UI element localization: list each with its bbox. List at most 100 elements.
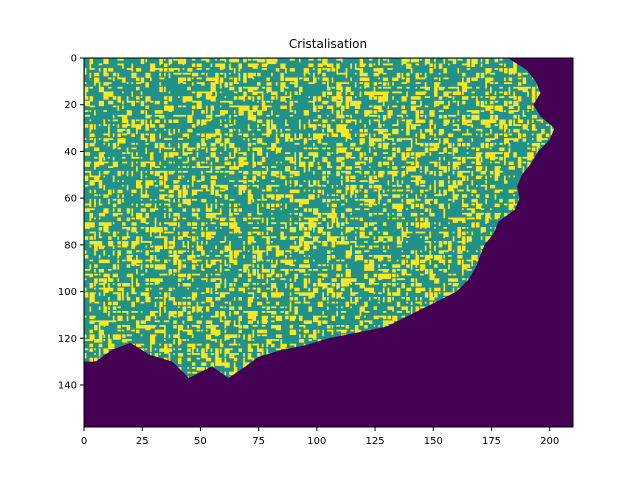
heatmap-grain	[415, 161, 419, 167]
heatmap-grain	[452, 217, 458, 223]
heatmap-grain	[387, 110, 393, 116]
heatmap-grain	[378, 184, 382, 191]
heatmap-grain	[103, 212, 106, 217]
heatmap-grain	[150, 264, 154, 268]
heatmap-grain	[89, 68, 95, 70]
heatmap-grain	[345, 269, 351, 275]
heatmap-grain	[401, 77, 405, 80]
heatmap-grain	[173, 236, 175, 242]
heatmap-grain	[303, 334, 306, 338]
heatmap-grain	[341, 311, 347, 313]
heatmap-grain	[331, 203, 337, 208]
heatmap-grain	[308, 278, 311, 284]
heatmap-grain	[303, 297, 306, 303]
heatmap-grain	[499, 58, 503, 61]
heatmap-grain	[392, 152, 396, 158]
heatmap-grain	[257, 124, 259, 128]
heatmap-grain	[341, 142, 343, 147]
heatmap-grain	[471, 91, 475, 94]
heatmap-grain	[271, 124, 277, 130]
heatmap-grain	[117, 292, 121, 298]
heatmap-grain	[94, 138, 96, 144]
heatmap-grain	[103, 320, 109, 326]
heatmap-grain	[191, 367, 196, 369]
heatmap-grain	[173, 119, 179, 123]
heatmap-grain	[84, 138, 87, 140]
heatmap-grain	[410, 161, 415, 166]
heatmap-grain	[136, 250, 140, 253]
heatmap-grain	[266, 63, 269, 66]
heatmap-grain	[103, 175, 106, 178]
heatmap-grain	[457, 283, 460, 285]
heatmap-grain	[196, 255, 201, 257]
heatmap-grain	[322, 184, 326, 187]
heatmap-grain	[182, 250, 187, 253]
heatmap-grain	[462, 91, 464, 95]
heatmap-grain	[191, 278, 194, 282]
heatmap-grain	[94, 325, 98, 331]
heatmap-grain	[517, 96, 522, 102]
heatmap-grain	[368, 91, 375, 97]
heatmap-grain	[219, 217, 226, 222]
heatmap-grain	[238, 152, 244, 154]
heatmap-grain	[187, 77, 191, 81]
heatmap-grain	[84, 255, 89, 259]
heatmap-grain	[219, 170, 224, 173]
heatmap-grain	[122, 297, 124, 301]
heatmap-grain	[238, 269, 242, 271]
heatmap-grain	[98, 334, 103, 340]
heatmap-grain	[247, 217, 252, 220]
heatmap-grain	[243, 170, 249, 175]
heatmap-grain	[191, 208, 196, 212]
heatmap-grain	[517, 156, 522, 163]
heatmap-grain	[196, 72, 199, 77]
heatmap-grain	[508, 72, 513, 75]
heatmap-grain	[122, 259, 126, 262]
heatmap-grain	[434, 278, 440, 284]
heatmap-grain	[485, 194, 489, 198]
heatmap-grain	[178, 138, 184, 140]
heatmap-grain	[266, 58, 272, 65]
heatmap-grain	[471, 161, 475, 164]
heatmap-grain	[154, 198, 157, 201]
heatmap-grain	[289, 58, 295, 61]
heatmap-grain	[341, 203, 345, 206]
heatmap-grain	[224, 250, 228, 253]
heatmap-grain	[429, 152, 432, 156]
heatmap-grain	[294, 241, 297, 245]
heatmap-grain	[299, 250, 305, 254]
heatmap-grain	[224, 269, 230, 271]
heatmap-grain	[420, 114, 424, 117]
heatmap-grain	[285, 96, 291, 98]
heatmap-grain	[490, 82, 494, 84]
heatmap-grain	[462, 63, 468, 66]
heatmap-grain	[378, 292, 382, 295]
heatmap-grain	[452, 189, 455, 195]
heatmap-grain	[261, 133, 267, 136]
heatmap-grain	[89, 175, 95, 178]
heatmap-grain	[350, 250, 352, 256]
heatmap-grain	[173, 241, 175, 247]
heatmap-grain	[415, 124, 421, 126]
heatmap-grain	[117, 297, 121, 301]
heatmap-grain	[103, 58, 109, 65]
heatmap-grain	[145, 212, 149, 219]
heatmap-grain	[131, 278, 134, 284]
heatmap-grain	[354, 105, 361, 109]
heatmap-grain	[168, 241, 174, 245]
heatmap-grain	[224, 156, 228, 161]
heatmap-grain	[508, 86, 511, 93]
heatmap-grain	[336, 264, 342, 270]
heatmap-grain	[359, 142, 364, 145]
heatmap-grain	[210, 147, 216, 151]
heatmap-grain	[331, 287, 334, 293]
heatmap-grain	[187, 166, 189, 168]
heatmap-grain	[378, 72, 380, 75]
heatmap-grain	[159, 227, 163, 233]
heatmap-grain	[350, 91, 354, 95]
heatmap-grain	[145, 315, 151, 321]
heatmap-grain	[238, 72, 241, 79]
heatmap-grain	[490, 96, 496, 100]
heatmap-grain	[317, 110, 320, 112]
heatmap-grain	[513, 72, 515, 75]
